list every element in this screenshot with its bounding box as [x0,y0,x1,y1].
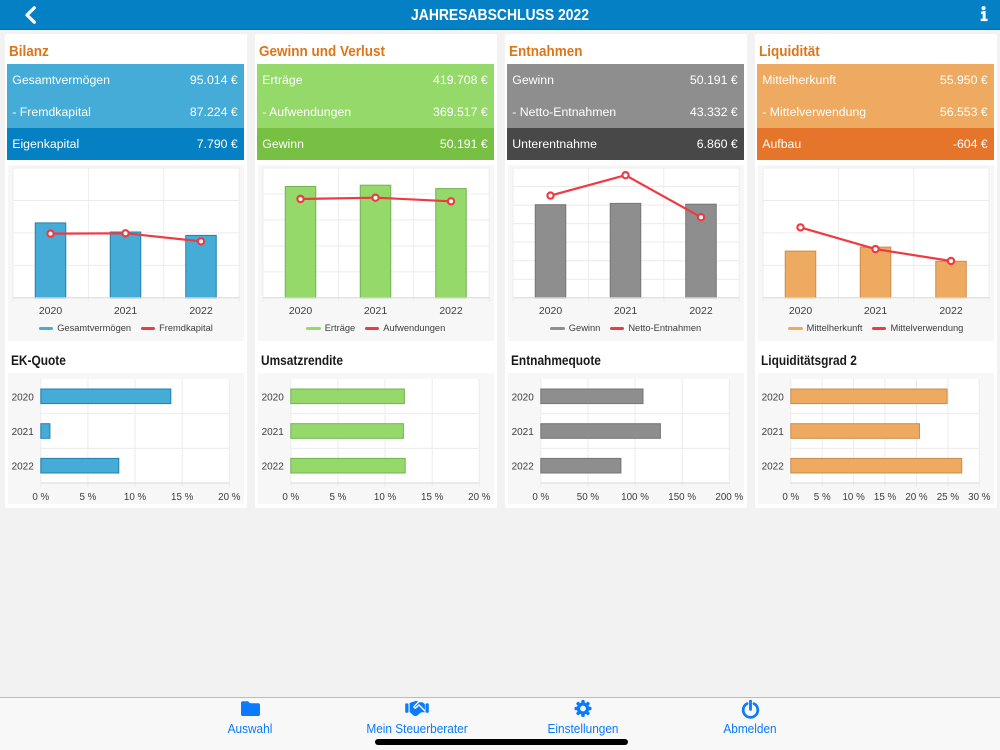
svg-text:2020: 2020 [288,305,311,316]
svg-text:10 %: 10 % [842,491,865,502]
svg-text:2021: 2021 [511,426,534,437]
svg-text:2021: 2021 [363,305,386,316]
svg-text:2022: 2022 [189,305,212,316]
svg-text:5 %: 5 % [329,491,346,502]
svg-text:0 %: 0 % [532,491,549,502]
svg-text:2020: 2020 [538,305,561,316]
svg-text:2021: 2021 [11,426,34,437]
svg-text:50 %: 50 % [576,491,599,502]
svg-text:25 %: 25 % [936,491,959,502]
svg-text:10 %: 10 % [373,491,396,502]
svg-text:2022: 2022 [939,305,962,316]
svg-text:0 %: 0 % [782,491,799,502]
svg-text:2022: 2022 [761,461,784,472]
svg-text:2022: 2022 [261,461,284,472]
svg-text:30 %: 30 % [968,491,991,502]
svg-text:20 %: 20 % [905,491,928,502]
svg-text:15 %: 15 % [171,491,194,502]
svg-text:2021: 2021 [761,426,784,437]
svg-text:0 %: 0 % [32,491,49,502]
svg-text:2020: 2020 [11,392,34,403]
svg-text:2021: 2021 [613,305,636,316]
svg-text:2020: 2020 [788,305,811,316]
svg-text:15 %: 15 % [873,491,896,502]
svg-text:20 %: 20 % [468,491,491,502]
svg-text:2022: 2022 [511,461,534,472]
svg-text:150 %: 150 % [668,491,696,502]
svg-text:2021: 2021 [863,305,886,316]
svg-text:15 %: 15 % [421,491,444,502]
svg-text:10 %: 10 % [123,491,146,502]
svg-text:5 %: 5 % [79,491,96,502]
svg-text:2020: 2020 [38,305,61,316]
svg-text:2021: 2021 [261,426,284,437]
svg-text:2022: 2022 [689,305,712,316]
svg-text:5 %: 5 % [813,491,830,502]
svg-text:2020: 2020 [261,392,284,403]
svg-text:20 %: 20 % [218,491,241,502]
svg-text:2022: 2022 [439,305,462,316]
svg-text:200 %: 200 % [715,491,743,502]
svg-text:2020: 2020 [761,392,784,403]
svg-text:0 %: 0 % [282,491,299,502]
svg-text:2022: 2022 [11,461,34,472]
svg-text:100 %: 100 % [621,491,649,502]
svg-text:2020: 2020 [511,392,534,403]
svg-text:2021: 2021 [113,305,136,316]
